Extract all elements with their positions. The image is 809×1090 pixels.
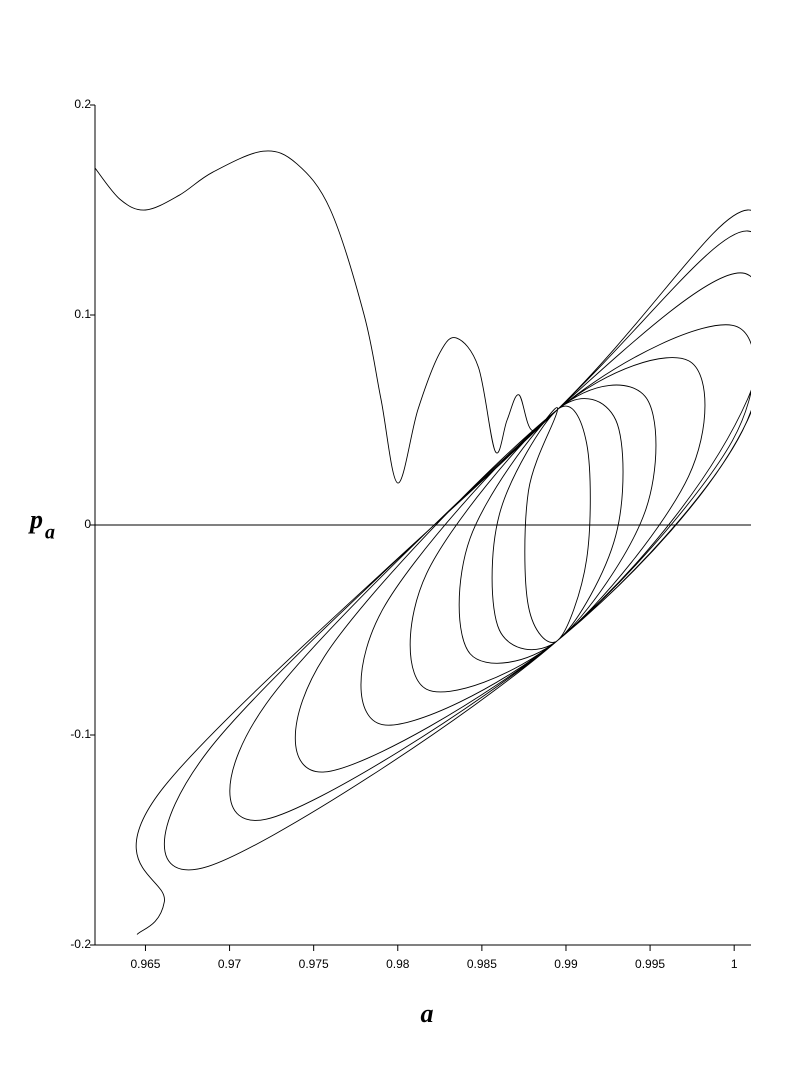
- y-axis-label-subscript: a: [45, 522, 55, 544]
- x-tick-label: 0.97: [218, 957, 242, 971]
- x-tick-label: 0.99: [554, 957, 578, 971]
- y-tick-label: 0: [84, 517, 91, 531]
- x-tick-label: 0.98: [386, 957, 410, 971]
- x-tick-label: 0.995: [635, 957, 665, 971]
- y-tick-label: 0.2: [74, 97, 91, 111]
- y-axis-label: p: [28, 505, 43, 534]
- x-tick-label: 0.965: [130, 957, 160, 971]
- y-tick-label: -0.1: [70, 727, 91, 741]
- x-tick-label: 0.975: [299, 957, 329, 971]
- trajectory: [95, 150, 751, 935]
- x-tick-label: 0.985: [467, 957, 497, 971]
- x-tick-label: 1: [731, 957, 738, 971]
- y-tick-label: -0.2: [70, 937, 91, 951]
- y-tick-label: 0.1: [74, 307, 91, 321]
- x-axis-label: a: [421, 999, 434, 1028]
